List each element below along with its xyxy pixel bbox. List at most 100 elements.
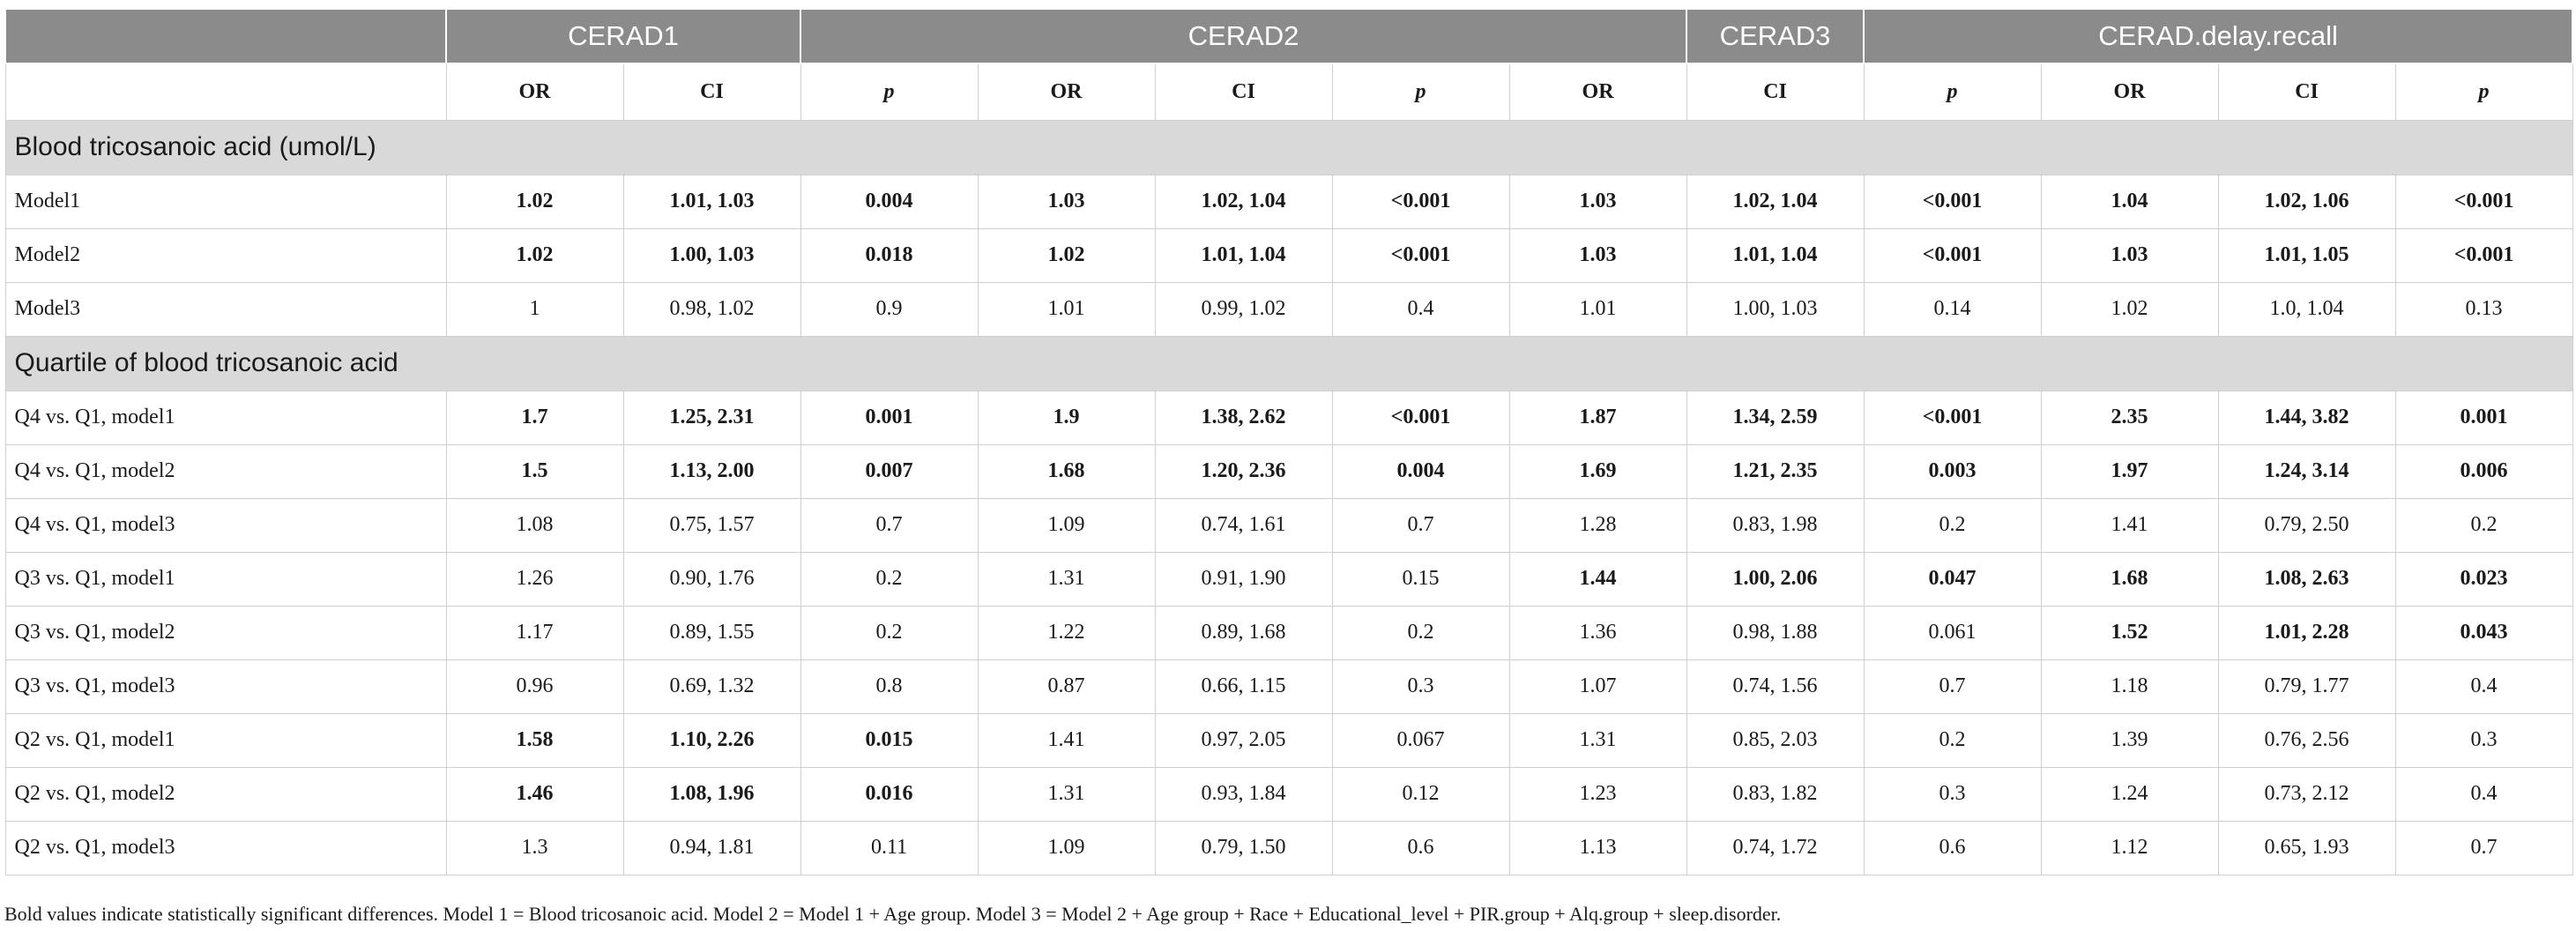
cell: 1.08, 1.96 — [622, 766, 801, 822]
cell: 1.41 — [977, 712, 1156, 768]
cell: 1.04 — [2040, 174, 2219, 229]
cell: 0.2 — [1863, 497, 2042, 553]
cell: 0.001 — [800, 390, 979, 445]
column-header: p — [1863, 63, 2042, 121]
cell: 0.87 — [977, 659, 1156, 714]
cell: 1.0, 1.04 — [2217, 281, 2396, 337]
cell: 0.3 — [1331, 659, 1510, 714]
cell: 0.14 — [1863, 281, 2042, 337]
data-row: Model3 1 0.98, 1.02 0.9 1.01 0.99, 1.02 0.4 1.0… — [4, 281, 2573, 337]
cell: 1.20, 2.36 — [1154, 443, 1333, 499]
cell: 0.016 — [800, 766, 979, 822]
cell: 0.2 — [1863, 712, 2042, 768]
row-label: Q2 vs. Q1, model2 — [4, 766, 447, 822]
row-label: Model1 — [4, 174, 447, 229]
cell: 1.01 — [977, 281, 1156, 337]
column-header: OR — [445, 63, 624, 121]
column-header: CI — [1154, 63, 1333, 121]
row-label: Q4 vs. Q1, model1 — [4, 390, 447, 445]
row-label: Model3 — [4, 281, 447, 337]
cell: 1.41 — [2040, 497, 2219, 553]
corner-cell — [4, 63, 447, 121]
section-row: Blood tricosanoic acid (umol/L) — [4, 119, 2573, 175]
cell: 1.18 — [2040, 659, 2219, 714]
cell: 0.2 — [1331, 605, 1510, 660]
cell: 1.01 — [1508, 281, 1687, 337]
cell: 0.6 — [1863, 820, 2042, 875]
data-row: Q3 vs. Q1, model1 1.26 0.90, 1.76 0.2 1.31 0.… — [4, 551, 2573, 607]
cell: 0.015 — [800, 712, 979, 768]
section-title: Quartile of blood tricosanoic acid — [4, 335, 2573, 391]
cell: 0.66, 1.15 — [1154, 659, 1333, 714]
cell: 0.90, 1.76 — [622, 551, 801, 607]
data-row: Q2 vs. Q1, model3 1.3 0.94, 1.81 0.11 1.09 0.… — [4, 820, 2573, 875]
cell: 0.79, 2.50 — [2217, 497, 2396, 553]
cell: 1.25, 2.31 — [622, 390, 801, 445]
cell: 0.74, 1.61 — [1154, 497, 1333, 553]
cell: <0.001 — [1863, 174, 2042, 229]
data-row: Q2 vs. Q1, model1 1.58 1.10, 2.26 0.015 1.41… — [4, 712, 2573, 768]
data-row: Q4 vs. Q1, model2 1.5 1.13, 2.00 0.007 1.68 1… — [4, 443, 2573, 499]
column-header: OR — [1508, 63, 1687, 121]
cell: <0.001 — [1331, 227, 1510, 283]
cell: 1.22 — [977, 605, 1156, 660]
cell: 0.004 — [800, 174, 979, 229]
cell: 1.02 — [445, 174, 624, 229]
cell: 0.023 — [2394, 551, 2573, 607]
cell: <0.001 — [1863, 390, 2042, 445]
cell: 1.02, 1.06 — [2217, 174, 2396, 229]
cell: 1.23 — [1508, 766, 1687, 822]
cell: 0.74, 1.56 — [1686, 659, 1865, 714]
cell: 1.39 — [2040, 712, 2219, 768]
cell: 0.001 — [2394, 390, 2573, 445]
cell: 0.8 — [800, 659, 979, 714]
group-header-row: CERAD1 CERAD2 CERAD3 CERAD.delay.recall — [4, 8, 2574, 64]
cell: 0.7 — [1331, 497, 1510, 553]
cell: 0.89, 1.55 — [622, 605, 801, 660]
cell: 1.69 — [1508, 443, 1687, 499]
cell: 1.5 — [445, 443, 624, 499]
cell: 0.9 — [800, 281, 979, 337]
cell: 1.09 — [977, 497, 1156, 553]
cell: 1.13, 2.00 — [622, 443, 801, 499]
cell: 0.12 — [1331, 766, 1510, 822]
cell: 1.38, 2.62 — [1154, 390, 1333, 445]
cell: 1.08, 2.63 — [2217, 551, 2396, 607]
cell: 0.003 — [1863, 443, 2042, 499]
cell: 0.4 — [2394, 766, 2573, 822]
cell: 1.24 — [2040, 766, 2219, 822]
row-label: Q3 vs. Q1, model1 — [4, 551, 447, 607]
cell: 1.00, 2.06 — [1686, 551, 1865, 607]
cell: 0.13 — [2394, 281, 2573, 337]
cell: 1.44, 3.82 — [2217, 390, 2396, 445]
cell: 1.52 — [2040, 605, 2219, 660]
cell: 0.85, 2.03 — [1686, 712, 1865, 768]
data-row: Model2 1.02 1.00, 1.03 0.018 1.02 1.01, 1.04 <… — [4, 227, 2573, 283]
cell: 1.00, 1.03 — [622, 227, 801, 283]
cell: 1.24, 3.14 — [2217, 443, 2396, 499]
cell: 1.01, 1.05 — [2217, 227, 2396, 283]
cell: 1.68 — [2040, 551, 2219, 607]
cell: 0.75, 1.57 — [622, 497, 801, 553]
cell: <0.001 — [2394, 227, 2573, 283]
data-row: Q3 vs. Q1, model3 0.96 0.69, 1.32 0.8 0.87 0.… — [4, 659, 2573, 714]
cell: 0.69, 1.32 — [622, 659, 801, 714]
corner-cell — [4, 8, 447, 64]
group-header: CERAD.delay.recall — [1863, 8, 2574, 64]
data-row: Q2 vs. Q1, model2 1.46 1.08, 1.96 0.016 1.31… — [4, 766, 2573, 822]
cell: 1.02 — [977, 227, 1156, 283]
group-header: CERAD2 — [800, 8, 1688, 64]
cell: 1.02 — [2040, 281, 2219, 337]
data-row: Q4 vs. Q1, model1 1.7 1.25, 2.31 0.001 1.9 1.… — [4, 390, 2573, 445]
cell: 0.7 — [800, 497, 979, 553]
cell: 0.4 — [2394, 659, 2573, 714]
cell: 0.3 — [1863, 766, 2042, 822]
cell: 1.07 — [1508, 659, 1687, 714]
cell: 1.01, 1.04 — [1686, 227, 1865, 283]
cell: 2.35 — [2040, 390, 2219, 445]
footnote: Bold values indicate statistically signi… — [4, 903, 1782, 925]
cell: 0.2 — [800, 551, 979, 607]
column-header: CI — [2217, 63, 2396, 121]
cell: 0.067 — [1331, 712, 1510, 768]
